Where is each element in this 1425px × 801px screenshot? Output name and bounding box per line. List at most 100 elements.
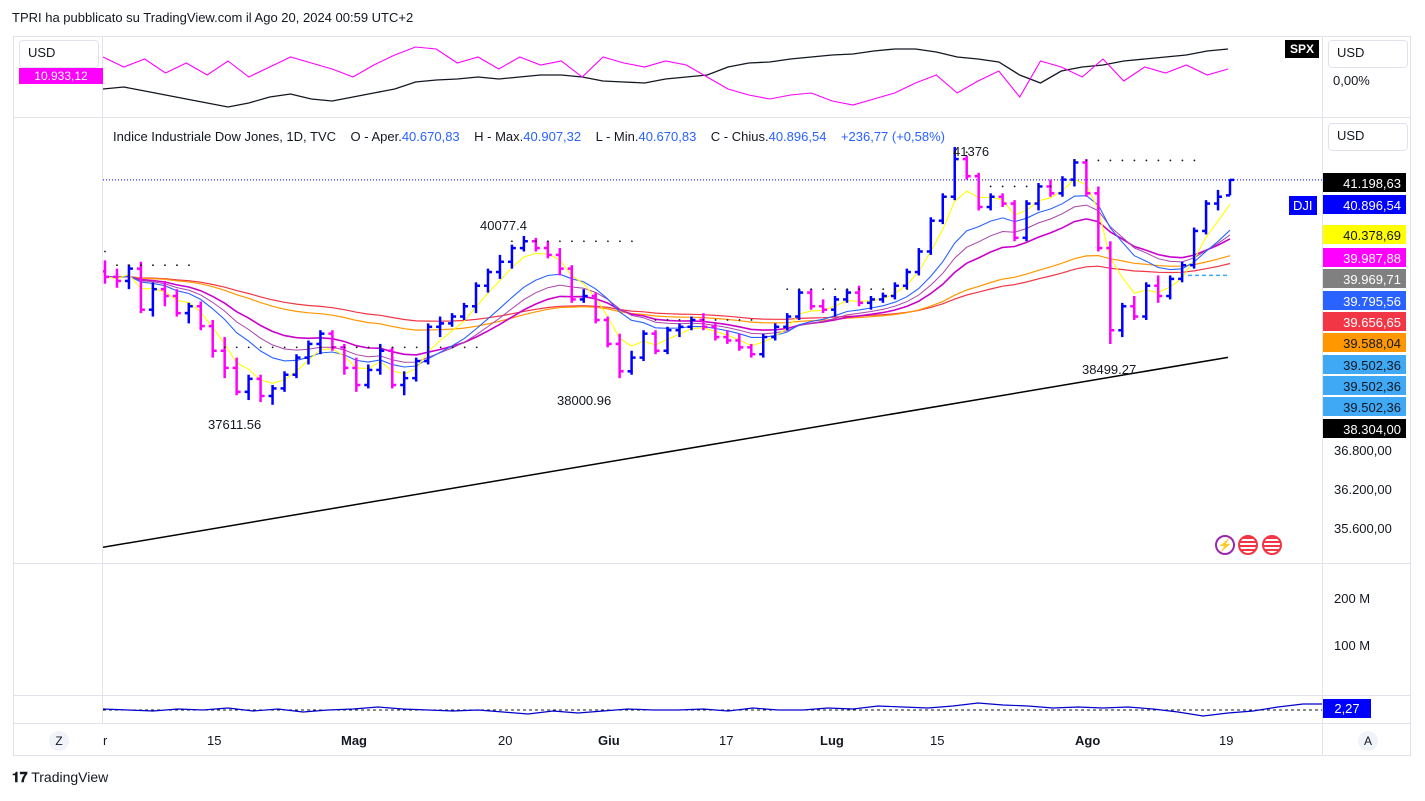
us-flag-icon-2[interactable] [1262, 535, 1282, 555]
ohlc-bar [1178, 261, 1187, 283]
price-tick-36800: 36.800,00 [1334, 443, 1392, 458]
spx-line [103, 48, 1229, 108]
ohlc-bar [184, 302, 193, 324]
ohlc-bar [1142, 282, 1151, 320]
ohlc-bar [591, 292, 600, 324]
level-dots [989, 185, 1052, 188]
ohlc-bar [208, 319, 217, 358]
ohlc-bar [1022, 200, 1031, 242]
annotation-low-june: 38000.96 [557, 393, 612, 408]
ohlc-bar [519, 235, 528, 252]
ohlc-bar [902, 268, 911, 290]
price-tick-36200: 36.200,00 [1334, 482, 1392, 497]
ohlc-bar [543, 241, 552, 259]
auto-scale-button[interactable]: Z [49, 731, 69, 751]
high-value: 40.907,32 [523, 129, 582, 144]
ohlc-bar [124, 264, 133, 290]
price-label: 39.656,65 [1323, 312, 1406, 331]
brand-name: TradingView [31, 769, 109, 785]
ohlc-bar [1010, 200, 1019, 242]
ohlc-bar [878, 292, 887, 303]
spx-badge[interactable]: SPX [1285, 40, 1320, 58]
ma-orange-line [104, 254, 1231, 331]
level-dots [654, 319, 753, 321]
lightning-icon[interactable]: ⚡ [1215, 535, 1235, 555]
ohlc-bar [244, 374, 253, 401]
ohlc-bar [531, 237, 540, 252]
level-dots [223, 346, 478, 349]
price-label: 40.378,69 [1323, 225, 1406, 244]
ohlc-bar [364, 364, 373, 389]
annotation-high-may: 40077.4 [480, 218, 527, 233]
chart-frame [13, 36, 1411, 756]
x-axis-label: Giu [598, 733, 620, 748]
ohlc-bar [280, 371, 289, 392]
ohlc-bar [890, 282, 899, 300]
ohlc-bar [1058, 176, 1067, 197]
ohlc-bar [950, 147, 959, 201]
x-axis-label: 20 [498, 733, 513, 748]
currency-button-main[interactable]: USD [1328, 123, 1408, 151]
ohlc-bar [1070, 159, 1079, 187]
currency-button-top-right[interactable]: USD [1328, 40, 1408, 68]
ohlc-bar [771, 323, 780, 341]
price-label: 38.304,00 [1323, 419, 1406, 438]
ohlc-bar [424, 323, 433, 365]
ohlc-bar [436, 316, 445, 338]
ohlc-bar [472, 282, 481, 314]
ohlc-bar [160, 280, 169, 307]
ohlc-bar [603, 316, 612, 348]
level-dots [511, 240, 633, 243]
ohlc-bar [1214, 189, 1223, 211]
x-axis-label: Ago [1075, 733, 1101, 748]
ohlc-bar [268, 385, 277, 405]
low-label: L - Min. [595, 129, 639, 144]
ma200-line [103, 356, 1229, 548]
left-axis-separator [102, 37, 103, 723]
price-label: 40.896,54 [1323, 195, 1406, 214]
price-axis-separator [1322, 37, 1323, 755]
pane-separator-volume [14, 563, 1410, 564]
level-dots [786, 288, 909, 291]
tradingview-logo[interactable]: 𝟏𝟕 TradingView [12, 769, 108, 786]
ohlc-bar [256, 374, 265, 403]
x-axis-separator [14, 723, 1410, 724]
ohlc-bar [974, 172, 983, 211]
ohlc-bar [723, 330, 732, 344]
ohlc-bar [1166, 275, 1175, 300]
annotation-low-august: 38499.27 [1082, 362, 1137, 377]
annotation-high-july: 41376 [953, 144, 990, 159]
pane-separator-indicator [14, 695, 1410, 696]
ohlc-bar [495, 254, 504, 279]
ohlc-bar [843, 289, 852, 303]
ohlc-bar [1130, 296, 1139, 320]
ohlc-bar [196, 301, 205, 331]
log-scale-button[interactable]: A [1358, 731, 1378, 751]
price-label: 41.198,63 [1323, 173, 1406, 192]
currency-button-top-left[interactable]: USD [19, 40, 99, 68]
publisher-line: TPRI ha pubblicato su TradingView.com il… [12, 10, 414, 25]
ohlc-bar [220, 337, 229, 379]
low-value: 40.670,83 [638, 129, 697, 144]
change-value: +236,77 (+0,58%) [840, 129, 945, 144]
ohlc-bar [388, 347, 397, 389]
close-label: C - Chius. [710, 129, 769, 144]
open-value: 40.670,83 [401, 129, 460, 144]
ohlc-bar [340, 343, 349, 375]
main-price-chart[interactable] [103, 118, 1322, 563]
ohlc-bar [292, 354, 301, 379]
ohlc-bar [639, 330, 648, 362]
ohlc-bar [651, 330, 660, 355]
ohlc-bar [998, 193, 1007, 207]
price-label: 39.795,56 [1323, 291, 1406, 310]
ohlc-bar [567, 265, 576, 303]
indicator-pane [103, 702, 1322, 717]
indicator-value: 2,27 [1323, 699, 1371, 718]
tv-logo-icon: 𝟏𝟕 [12, 769, 28, 785]
ohlc-bar [807, 289, 816, 310]
ma-red-line [104, 262, 1231, 322]
us-flag-icon[interactable] [1238, 535, 1258, 555]
high-label: H - Max. [474, 129, 524, 144]
ohlc-bar [795, 289, 804, 320]
ohlc-bar [507, 244, 516, 269]
